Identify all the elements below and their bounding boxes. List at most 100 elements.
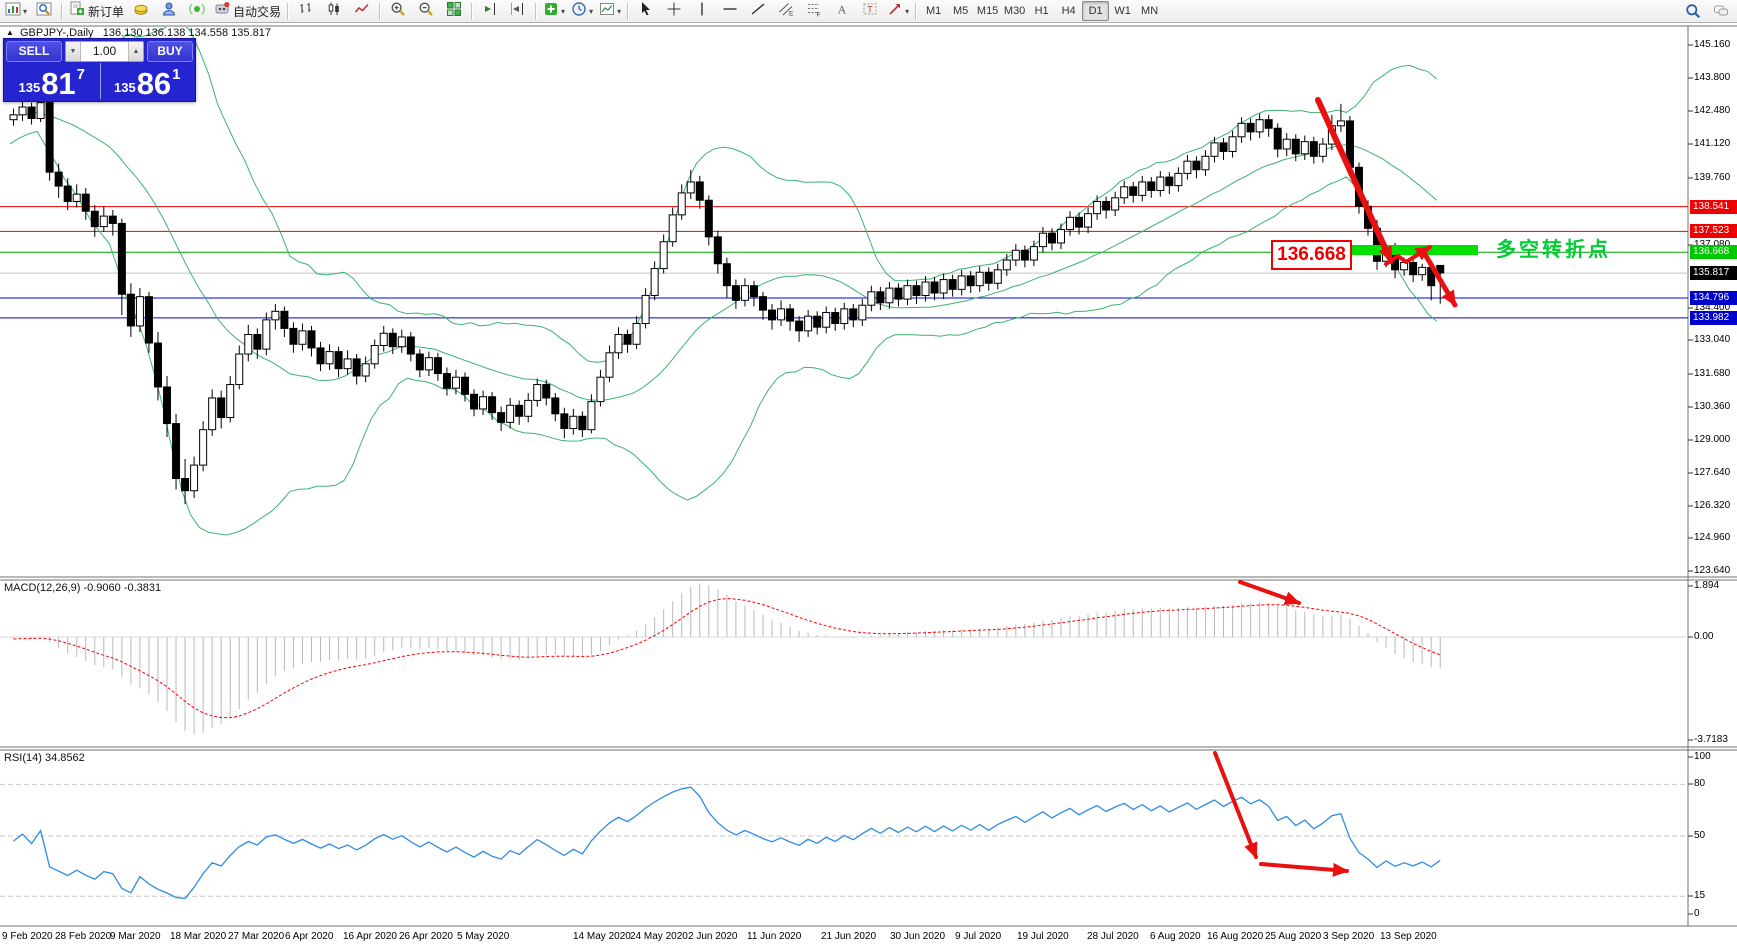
label-icon: T xyxy=(862,1,878,22)
ohlc-values: 136.130 136.138 134.558 135.817 xyxy=(102,27,271,39)
volume-input[interactable]: 1.00 xyxy=(92,44,117,58)
line-chart-icon xyxy=(354,1,370,22)
vline-icon[interactable] xyxy=(688,0,716,22)
price-tick: 127.640 xyxy=(1694,467,1731,478)
collapse-icon[interactable]: ▲ xyxy=(6,28,14,37)
date-label: 28 Jul 2020 xyxy=(1087,931,1139,942)
chart-shift-icon[interactable] xyxy=(504,0,532,22)
date-label: 16 Aug 2020 xyxy=(1207,931,1264,942)
market-watch-icon[interactable] xyxy=(127,0,155,22)
price-callout-box[interactable]: 136.668 xyxy=(1271,240,1352,270)
signals-icon[interactable] xyxy=(183,0,211,22)
bar-chart-icon[interactable] xyxy=(292,0,320,22)
cursor-icon[interactable] xyxy=(632,0,660,22)
toolbar-separator xyxy=(287,2,290,20)
data-window-icon xyxy=(161,1,177,22)
date-label: 19 Jul 2020 xyxy=(1017,931,1069,942)
cursor-icon xyxy=(638,1,654,22)
date-label: 14 May 2020 xyxy=(573,931,631,942)
timeframe-w1[interactable]: W1 xyxy=(1114,5,1131,17)
label-icon[interactable]: T xyxy=(856,0,884,22)
price-divider xyxy=(99,63,101,99)
indicator-tick: 100 xyxy=(1694,751,1711,762)
search-icon[interactable] xyxy=(1679,0,1707,22)
volume-down-button[interactable]: ▼ xyxy=(66,41,81,61)
price-tick: 130.360 xyxy=(1694,401,1731,412)
timeframe-m1[interactable]: M1 xyxy=(925,5,942,17)
price-badge: 135.817 xyxy=(1690,266,1737,280)
vline-icon xyxy=(694,1,710,22)
price-tick: 129.000 xyxy=(1694,434,1731,445)
periodicity-icon[interactable]: ▾ xyxy=(568,0,596,22)
auto-trading-button xyxy=(214,1,230,22)
line-chart-icon[interactable] xyxy=(348,0,376,22)
auto-scroll-icon[interactable] xyxy=(476,0,504,22)
price-badge: 136.668 xyxy=(1690,245,1737,259)
new-order-button[interactable]: 新订单 xyxy=(66,0,127,22)
fibonacci-icon[interactable]: F xyxy=(800,0,828,22)
toolbar-separator xyxy=(61,2,64,20)
buy-button[interactable]: BUY xyxy=(147,40,193,62)
chat-icon[interactable] xyxy=(1707,0,1735,22)
hline-icon xyxy=(722,1,738,22)
price-tick: 123.640 xyxy=(1694,565,1731,576)
date-label: 13 Sep 2020 xyxy=(1380,931,1437,942)
macd-indicator-label: MACD(12,26,9) -0.9060 -0.3831 xyxy=(4,582,162,594)
zoom-in-icon[interactable] xyxy=(384,0,412,22)
trendline-icon[interactable] xyxy=(744,0,772,22)
text-icon: A xyxy=(834,1,850,22)
zoom-out-icon[interactable] xyxy=(412,0,440,22)
auto-trading-button[interactable]: 自动交易 xyxy=(211,0,284,22)
indicator-tick: 0 xyxy=(1694,908,1700,919)
indicators-icon[interactable]: ▾ xyxy=(540,0,568,22)
bar-chart-icon xyxy=(298,1,314,22)
date-label: 6 Aug 2020 xyxy=(1150,931,1201,942)
templates-icon[interactable]: ▾ xyxy=(596,0,624,22)
indicator-tick: 50 xyxy=(1694,830,1706,841)
price-tick: 131.680 xyxy=(1694,368,1731,379)
crosshair-icon xyxy=(666,1,682,22)
rsi-indicator-label: RSI(14) 34.8562 xyxy=(4,752,85,764)
volume-control: ▼ 1.00 ▲ xyxy=(65,40,144,62)
toolbar-separator xyxy=(535,2,538,20)
crosshair-icon[interactable] xyxy=(660,0,688,22)
price-tick: 145.160 xyxy=(1694,39,1731,50)
indicator-tick: 15 xyxy=(1694,890,1706,901)
arrows-icon[interactable]: ▾ xyxy=(884,0,912,22)
price-badge: 134.796 xyxy=(1690,291,1737,305)
ask-price[interactable]: 135 86 1 xyxy=(113,66,181,101)
hline-icon[interactable] xyxy=(716,0,744,22)
market-watch-icon xyxy=(133,1,149,22)
channel-icon[interactable]: E xyxy=(772,0,800,22)
candle-chart-icon xyxy=(326,1,342,22)
tile-windows-icon[interactable] xyxy=(440,0,468,22)
timeframe-d1[interactable]: D1 xyxy=(1082,1,1110,21)
timeframe-mn[interactable]: MN xyxy=(1141,5,1159,17)
date-label: 9 Mar 2020 xyxy=(110,931,161,942)
date-label: 16 Apr 2020 xyxy=(343,931,397,942)
data-window-icon[interactable] xyxy=(155,0,183,22)
timeframe-m5[interactable]: M5 xyxy=(952,5,969,17)
date-label: 5 May 2020 xyxy=(457,931,510,942)
svg-text:A: A xyxy=(838,2,847,16)
timeframe-m30[interactable]: M30 xyxy=(1003,5,1026,17)
new-chart-icon[interactable]: ▾ xyxy=(2,0,30,22)
candle-chart-icon[interactable] xyxy=(320,0,348,22)
profiles-icon[interactable] xyxy=(30,0,58,22)
auto-scroll-icon xyxy=(482,1,498,22)
bid-price[interactable]: 135 81 7 xyxy=(18,66,86,101)
indicator-tick: 1.894 xyxy=(1694,580,1720,591)
volume-up-button[interactable]: ▲ xyxy=(128,41,143,61)
price-badge: 137.523 xyxy=(1690,224,1737,238)
price-tick: 133.040 xyxy=(1694,334,1731,345)
date-label: 9 Jul 2020 xyxy=(955,931,1002,942)
date-label: 11 Jun 2020 xyxy=(747,931,802,942)
timeframe-m15[interactable]: M15 xyxy=(976,5,999,17)
sell-button[interactable]: SELL xyxy=(6,40,62,62)
text-icon[interactable]: A xyxy=(828,0,856,22)
timeframe-h4[interactable]: H4 xyxy=(1061,5,1076,17)
timeframe-h1[interactable]: H1 xyxy=(1034,5,1049,17)
toolbar-separator xyxy=(627,2,630,20)
